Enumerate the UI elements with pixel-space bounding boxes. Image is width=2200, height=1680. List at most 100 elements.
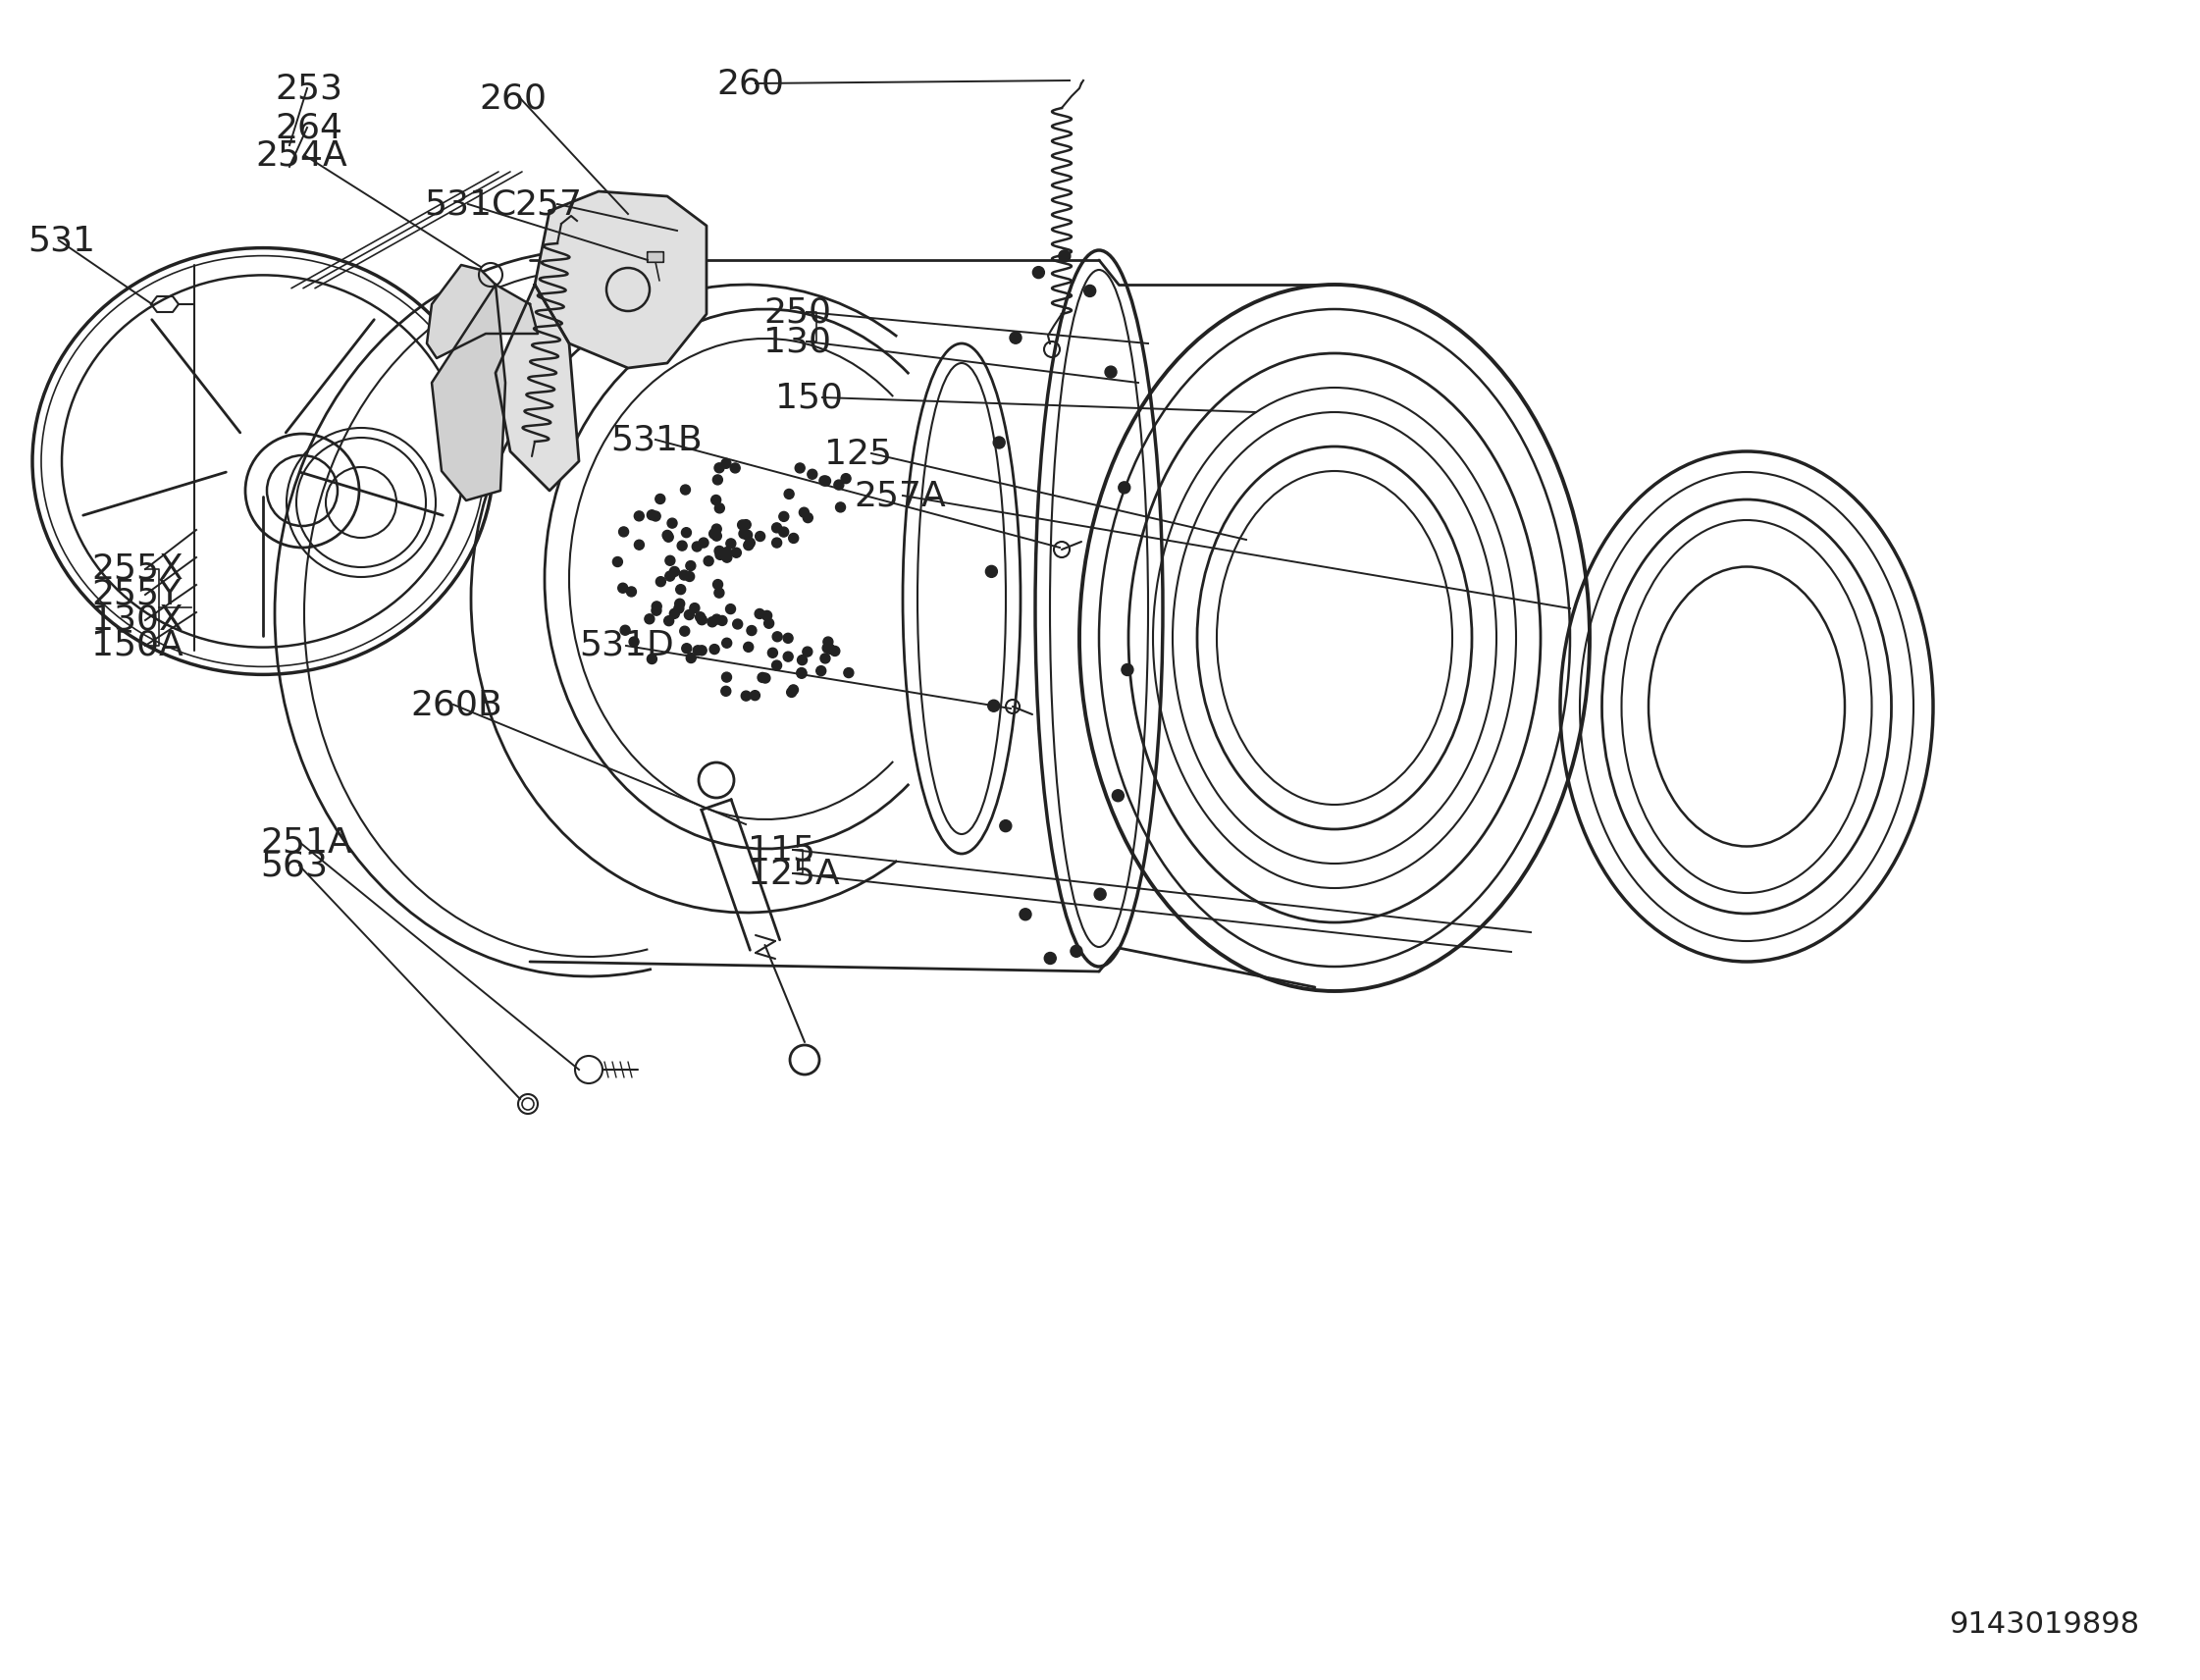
Circle shape [682, 643, 691, 654]
Text: 260: 260 [480, 81, 546, 114]
Circle shape [741, 690, 750, 701]
Circle shape [796, 669, 807, 677]
Circle shape [662, 531, 673, 541]
Circle shape [783, 652, 792, 662]
Circle shape [651, 601, 662, 612]
FancyBboxPatch shape [647, 252, 664, 262]
Circle shape [1058, 250, 1071, 262]
Text: 257: 257 [515, 188, 581, 220]
Circle shape [750, 690, 759, 701]
Text: 255Y: 255Y [90, 578, 180, 612]
Circle shape [695, 612, 706, 622]
Circle shape [821, 654, 829, 664]
Circle shape [768, 648, 777, 659]
Circle shape [755, 608, 766, 618]
Circle shape [783, 489, 794, 499]
Circle shape [992, 437, 1005, 449]
Circle shape [825, 643, 836, 654]
Circle shape [726, 605, 735, 613]
Text: 531D: 531D [579, 628, 673, 662]
Circle shape [1045, 953, 1056, 964]
Circle shape [680, 627, 689, 637]
Polygon shape [431, 284, 506, 501]
Circle shape [1122, 664, 1133, 675]
Circle shape [651, 511, 660, 521]
Circle shape [678, 541, 686, 551]
Circle shape [845, 669, 854, 677]
Circle shape [829, 647, 840, 655]
Text: 260: 260 [717, 67, 783, 101]
Circle shape [772, 522, 781, 533]
Text: 531B: 531B [609, 423, 702, 457]
Text: 255X: 255X [90, 553, 183, 586]
Circle shape [664, 571, 675, 581]
Text: 253: 253 [275, 72, 343, 106]
Circle shape [821, 475, 832, 486]
Text: 264: 264 [275, 111, 343, 144]
Text: 260B: 260B [409, 687, 502, 721]
Circle shape [634, 511, 645, 521]
Circle shape [647, 511, 658, 519]
Circle shape [715, 504, 724, 512]
Circle shape [664, 533, 673, 543]
Circle shape [618, 583, 627, 593]
Circle shape [744, 541, 752, 549]
Circle shape [722, 553, 733, 563]
Circle shape [656, 576, 667, 586]
Circle shape [708, 617, 717, 627]
Circle shape [675, 585, 686, 595]
Circle shape [717, 615, 726, 625]
Circle shape [634, 539, 645, 549]
Circle shape [675, 598, 684, 608]
Text: 531: 531 [26, 223, 95, 257]
Circle shape [722, 548, 733, 558]
Circle shape [733, 620, 744, 628]
Text: 563: 563 [260, 848, 328, 882]
Circle shape [651, 606, 662, 615]
Circle shape [715, 549, 726, 559]
Circle shape [697, 615, 706, 625]
Circle shape [691, 603, 700, 613]
Circle shape [818, 475, 829, 486]
Circle shape [799, 507, 810, 517]
Circle shape [772, 632, 783, 642]
Circle shape [783, 633, 792, 643]
Circle shape [1093, 889, 1107, 900]
Circle shape [664, 617, 673, 625]
Circle shape [1085, 286, 1096, 297]
Circle shape [656, 494, 664, 504]
Circle shape [737, 521, 748, 529]
Circle shape [746, 625, 757, 635]
Circle shape [686, 654, 695, 664]
Circle shape [772, 660, 781, 670]
Circle shape [722, 638, 733, 648]
Circle shape [803, 512, 812, 522]
Polygon shape [495, 284, 579, 491]
Text: 150: 150 [774, 381, 843, 413]
Circle shape [744, 642, 752, 652]
Circle shape [741, 519, 750, 529]
Circle shape [757, 672, 768, 682]
Circle shape [999, 820, 1012, 832]
Circle shape [803, 647, 812, 657]
Circle shape [730, 548, 741, 558]
Text: 130X: 130X [90, 603, 183, 637]
Circle shape [836, 502, 845, 512]
Circle shape [711, 496, 722, 506]
Circle shape [664, 556, 675, 566]
Circle shape [1032, 267, 1045, 279]
Circle shape [704, 556, 713, 566]
Circle shape [713, 615, 722, 625]
Circle shape [722, 685, 730, 696]
Text: 115: 115 [748, 833, 816, 867]
Circle shape [726, 539, 735, 548]
Circle shape [715, 588, 724, 598]
Circle shape [711, 645, 719, 654]
Text: 150A: 150A [90, 628, 183, 662]
Circle shape [713, 531, 722, 541]
Circle shape [673, 603, 684, 613]
Text: 251A: 251A [260, 825, 352, 858]
Circle shape [669, 566, 680, 576]
Circle shape [645, 615, 653, 623]
Circle shape [807, 469, 816, 479]
